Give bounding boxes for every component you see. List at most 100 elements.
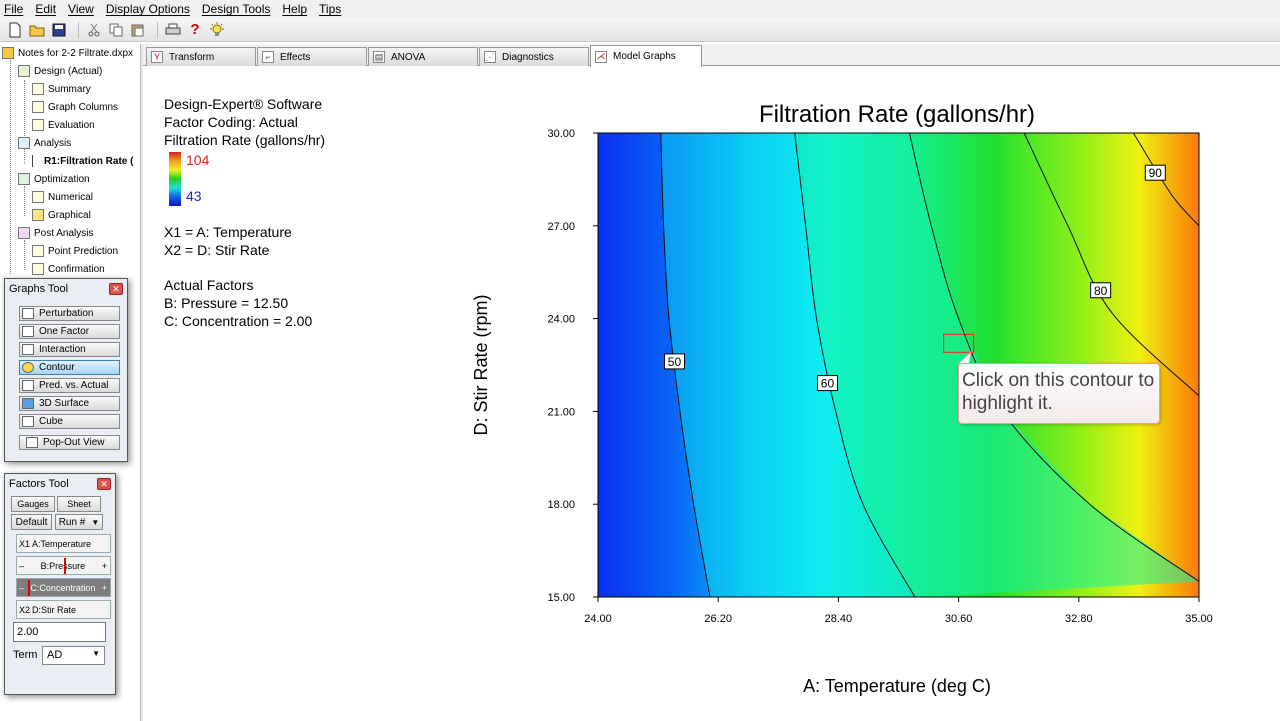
tree-item-evaluation[interactable]: Evaluation <box>32 117 95 133</box>
sheet-tab[interactable]: Sheet <box>57 496 101 512</box>
tree-item-summary[interactable]: Summary <box>32 81 91 97</box>
tree-item-point-prediction[interactable]: Point Prediction <box>32 243 118 259</box>
contour-label-90: 90 <box>1149 166 1163 180</box>
tree-item-confirmation[interactable]: Confirmation <box>32 261 105 277</box>
tree-connector <box>24 80 25 164</box>
tree-item-graphical[interactable]: Graphical <box>32 207 91 223</box>
effects-icon: ⌐ <box>262 51 274 63</box>
open-folder-icon[interactable] <box>28 21 46 39</box>
concentration-slider[interactable]: – C:Concentration + <box>16 578 111 597</box>
y-tick-label: 15.00 <box>547 592 575 604</box>
tab-effects[interactable]: ⌐ Effects <box>257 47 367 66</box>
menu-view[interactable]: View <box>68 2 94 16</box>
term-dropdown[interactable]: AD ▼ <box>42 646 105 665</box>
pressure-slider[interactable]: – B:Pressure + <box>16 556 111 575</box>
tree-root[interactable]: Notes for 2-2 Filtrate.dxpx <box>2 45 133 61</box>
factor-x1-row[interactable]: X1 A:Temperature <box>16 534 111 553</box>
close-icon[interactable]: ✕ <box>109 283 123 295</box>
actual-factors-header: Actual Factors <box>164 277 254 293</box>
contour-button[interactable]: Contour <box>19 360 120 375</box>
tree-item-r1[interactable]: R1:Filtration Rate ( <box>32 153 133 169</box>
contour-label-box <box>816 375 838 392</box>
chevron-down-icon: ▼ <box>92 649 100 658</box>
contour-highlight-box[interactable] <box>943 333 975 353</box>
factor-b-value: B: Pressure = 12.50 <box>164 295 289 311</box>
design-tree: Notes for 2-2 Filtrate.dxpx Design (Actu… <box>0 44 140 284</box>
tree-connector <box>24 186 25 216</box>
interaction-button[interactable]: Interaction <box>19 342 120 357</box>
tree-connector <box>24 240 25 270</box>
3d-surface-icon <box>22 398 34 409</box>
perturbation-icon <box>22 308 34 319</box>
3d-surface-button[interactable]: 3D Surface <box>19 396 120 411</box>
x1-tag: X1 <box>19 538 31 549</box>
folder-icon <box>2 47 14 59</box>
graphs-tool-titlebar[interactable]: Graphs Tool ✕ <box>5 279 127 299</box>
paste-icon[interactable] <box>129 21 147 39</box>
contour-line-60[interactable] <box>794 132 916 598</box>
factor-value-input[interactable]: 2.00 <box>13 622 106 642</box>
anova-icon: ▤ <box>373 51 385 63</box>
y-tick-label: 27.00 <box>547 221 575 233</box>
pred-vs-actual-button[interactable]: Pred. vs. Actual <box>19 378 120 393</box>
pred-vs-actual-icon <box>22 380 34 391</box>
menu-tips[interactable]: Tips <box>319 2 342 16</box>
contour-line-80[interactable] <box>1023 132 1200 397</box>
tip-bulb-icon[interactable] <box>208 21 226 39</box>
close-icon[interactable]: ✕ <box>97 478 111 490</box>
diagnostics-icon: ⋰ <box>484 51 496 63</box>
contour-line-90[interactable] <box>1132 132 1200 227</box>
toolbar-separator <box>78 21 79 38</box>
tab-model-graphs[interactable]: ⋌ Model Graphs <box>590 45 702 67</box>
branch-icon <box>32 155 40 167</box>
tab-transform[interactable]: Y Transform <box>146 47 256 66</box>
new-file-icon[interactable] <box>6 21 24 39</box>
tree-item-design[interactable]: Design (Actual) <box>18 63 102 79</box>
gauges-tab[interactable]: Gauges <box>11 496 55 512</box>
perturbation-button[interactable]: Perturbation <box>19 306 120 321</box>
tab-diagnostics[interactable]: ⋰ Diagnostics <box>479 47 589 66</box>
cube-button[interactable]: Cube <box>19 414 120 429</box>
print-icon[interactable] <box>164 21 182 39</box>
color-gradient-bar <box>169 152 181 206</box>
contour-label-box <box>1090 282 1112 299</box>
panel-splitter[interactable] <box>140 44 143 721</box>
factors-tool-titlebar[interactable]: Factors Tool ✕ <box>5 474 115 494</box>
copy-icon[interactable] <box>107 21 125 39</box>
transform-icon: Y <box>151 51 163 63</box>
cut-icon[interactable] <box>85 21 103 39</box>
menu-help[interactable]: Help <box>282 2 308 16</box>
menu-design-tools[interactable]: Design Tools <box>201 2 271 16</box>
x-tick-label: 32.80 <box>1065 613 1093 625</box>
default-button[interactable]: Default <box>11 514 52 530</box>
save-icon[interactable] <box>50 21 68 39</box>
pressure-slider-handle[interactable] <box>64 558 66 574</box>
software-name: Design-Expert® Software <box>164 96 323 112</box>
pop-out-view-button[interactable]: Pop-Out View <box>19 435 120 450</box>
one-factor-button[interactable]: One Factor <box>19 324 120 339</box>
menu-display-options[interactable]: Display Options <box>105 2 190 16</box>
tree-item-graph-columns[interactable]: Graph Columns <box>32 99 118 115</box>
concentration-slider-handle[interactable] <box>28 580 30 596</box>
factor-coding: Factor Coding: Actual <box>164 114 298 130</box>
help-icon[interactable]: ? <box>190 21 200 38</box>
menu-bar: File Edit View Display Options Design To… <box>0 0 1280 18</box>
menu-file[interactable]: File <box>4 2 24 16</box>
tree-item-post-analysis[interactable]: Post Analysis <box>18 225 93 241</box>
y-tick-label: 24.00 <box>547 314 575 326</box>
y-axis-label: D: Stir Rate (rpm) <box>471 294 491 435</box>
menu-edit[interactable]: Edit <box>35 2 57 16</box>
run-number-dropdown[interactable]: Run # ▼ <box>55 514 103 530</box>
y-tick-label: 30.00 <box>547 128 575 140</box>
interaction-icon <box>22 344 34 355</box>
contour-plot[interactable]: Filtration Rate (gallons/hr) 50 60 80 90 24… <box>470 95 1250 705</box>
one-factor-icon <box>22 326 34 337</box>
pressure-plus: + <box>101 560 107 571</box>
tree-item-analysis[interactable]: Analysis <box>18 135 71 151</box>
analysis-icon <box>18 137 30 149</box>
factor-x2-row[interactable]: X2 D:Stir Rate <box>16 600 111 619</box>
toolbar: ? <box>0 18 1280 42</box>
tree-item-optimization[interactable]: Optimization <box>18 171 90 187</box>
tab-anova[interactable]: ▤ ANOVA <box>368 47 478 66</box>
tree-item-numerical[interactable]: Numerical <box>32 189 93 205</box>
